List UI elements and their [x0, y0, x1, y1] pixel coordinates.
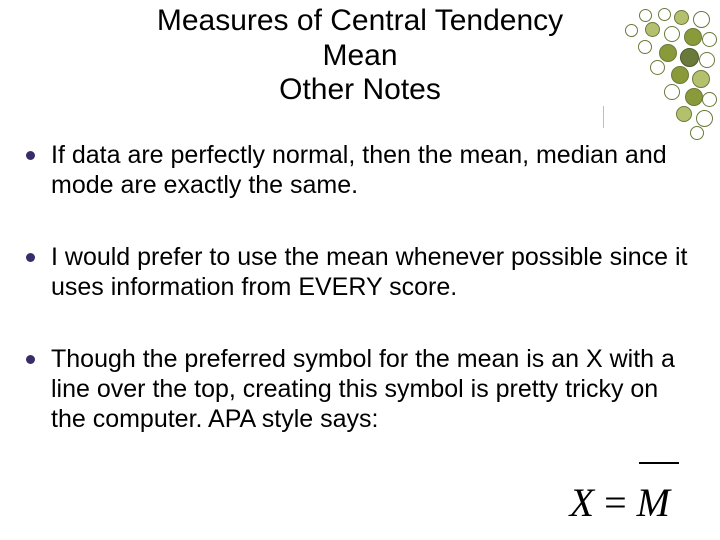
- bullet-list: If data are perfectly normal, then the m…: [0, 140, 720, 434]
- orb-icon: [671, 66, 689, 84]
- bullet-text: Though the preferred symbol for the mean…: [51, 344, 694, 434]
- orb-icon: [664, 84, 680, 100]
- bullet-dot-icon: [26, 355, 35, 364]
- orb-icon: [690, 126, 704, 140]
- formula-right: M: [637, 479, 670, 526]
- formula-eq: =: [594, 479, 637, 526]
- orb-icon: [658, 8, 671, 21]
- bullet-dot-icon: [26, 253, 35, 262]
- orb-icon: [676, 106, 692, 122]
- orb-icon: [625, 24, 638, 37]
- orb-icon: [693, 11, 710, 28]
- bullet-item: If data are perfectly normal, then the m…: [26, 140, 694, 200]
- formula-left: X: [570, 480, 594, 525]
- orb-icon: [638, 40, 652, 54]
- orb-icon: [680, 48, 699, 67]
- orb-icon: [699, 52, 715, 68]
- bullet-text: If data are perfectly normal, then the m…: [51, 140, 694, 200]
- orb-icon: [639, 9, 652, 22]
- orb-icon: [685, 88, 703, 106]
- orb-icon: [659, 44, 677, 62]
- orb-icon: [684, 28, 702, 46]
- orb-icon: [674, 10, 689, 25]
- overline-icon: [639, 462, 679, 464]
- bullet-dot-icon: [26, 151, 35, 160]
- bullet-item: I would prefer to use the mean whenever …: [26, 242, 694, 302]
- corner-decoration: [546, 6, 716, 136]
- orb-icon: [702, 92, 717, 107]
- orb-icon: [696, 110, 713, 127]
- bullet-text: I would prefer to use the mean whenever …: [51, 242, 694, 302]
- orb-icon: [645, 22, 660, 37]
- formula-x: X: [570, 479, 594, 526]
- orb-icon: [702, 32, 717, 47]
- orb-icon: [692, 70, 710, 88]
- bullet-item: Though the preferred symbol for the mean…: [26, 344, 694, 434]
- orb-icon: [650, 60, 665, 75]
- formula-xbar-equals-m: X = M: [570, 479, 670, 526]
- orb-icon: [664, 26, 680, 42]
